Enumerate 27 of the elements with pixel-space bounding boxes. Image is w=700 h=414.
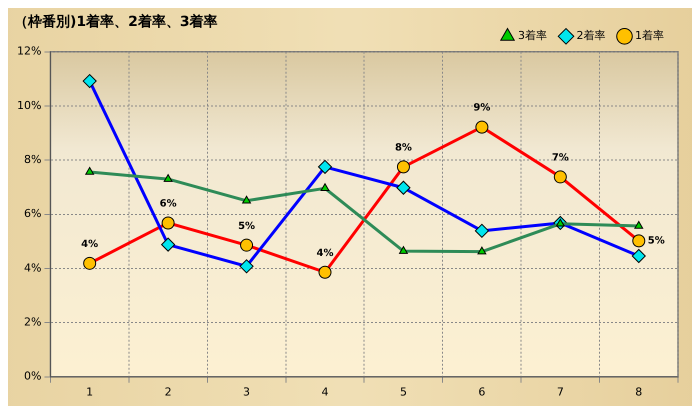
data-label: 4% — [81, 238, 98, 250]
data-label: 5% — [648, 235, 665, 246]
data-label: 5% — [238, 220, 256, 232]
y-tick-label: 0% — [24, 370, 42, 383]
y-tick-label: 6% — [24, 207, 42, 220]
x-tick-label: 2 — [164, 385, 172, 398]
x-tick-label: 5 — [400, 385, 407, 398]
x-tick-label: 4 — [322, 385, 329, 398]
y-tick-label: 4% — [24, 261, 42, 274]
x-tick-label: 3 — [243, 385, 250, 398]
data-label: 8% — [394, 142, 412, 154]
x-tick-label: 8 — [635, 385, 642, 398]
data-label: 6% — [160, 198, 177, 210]
data-label: 4% — [316, 248, 334, 259]
y-tick-label: 12% — [16, 44, 42, 58]
legend-label: 3着率 — [518, 29, 548, 42]
x-tick-label: 7 — [556, 385, 564, 398]
legend-label: 1着率 — [635, 29, 664, 42]
data-label: 7% — [552, 152, 569, 164]
x-tick-label: 1 — [86, 385, 94, 398]
y-tick-label: 2% — [24, 315, 42, 328]
data-label: 9% — [473, 102, 490, 114]
y-tick-label: 10% — [16, 98, 42, 112]
y-tick-label: 8% — [24, 152, 42, 166]
chart-title: （枠番別)1着率、2着率、3着率 — [14, 13, 218, 30]
x-tick-label: 6 — [478, 385, 486, 398]
legend-label: 2着率 — [576, 29, 606, 42]
